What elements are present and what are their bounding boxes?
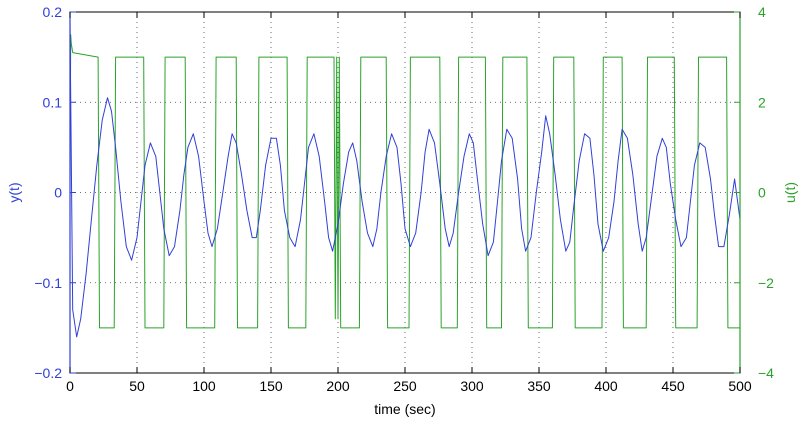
y-right-tick-label: −2 [758, 275, 774, 291]
left-axis: −0.2 −0.1 0 0.1 0.2 [34, 4, 76, 381]
x-tick-label: 100 [192, 378, 216, 394]
right-axis: −4 −2 0 2 4 [734, 4, 774, 381]
y-left-tick-label: −0.2 [34, 365, 62, 381]
grid-layer [70, 12, 740, 373]
y-right-tick-label: −4 [758, 365, 774, 381]
y-left-tick-label: −0.1 [34, 275, 62, 291]
y-series-layer [69, 20, 741, 338]
x-tick-label: 250 [393, 378, 417, 394]
y-axis-right-label: u(t) [782, 182, 798, 203]
y-left-tick-label: 0 [54, 185, 62, 201]
u-series-line [69, 34, 740, 329]
x-tick-label: 150 [259, 378, 283, 394]
x-tick-label: 200 [326, 378, 350, 394]
y-left-tick-label: 0.1 [43, 94, 63, 110]
x-tick-label: 450 [661, 378, 685, 394]
x-tick-label: 500 [728, 378, 752, 394]
y-right-tick-label: 2 [758, 94, 766, 110]
x-tick-label: 50 [129, 378, 145, 394]
x-tick-label: 300 [460, 378, 484, 394]
x-tick-label: 350 [527, 378, 551, 394]
u-series-layer [69, 34, 740, 329]
y-axis-left-label: y(t) [6, 182, 22, 202]
y-series-line [69, 20, 741, 338]
y-left-tick-label: 0.2 [43, 4, 63, 20]
y-right-tick-label: 4 [758, 4, 766, 20]
bottom-axis: 0 50 100 150 200 250 300 350 400 450 500 [66, 12, 752, 394]
x-tick-label: 0 [66, 378, 74, 394]
y-right-tick-label: 0 [758, 185, 766, 201]
x-axis-label: time (sec) [374, 401, 435, 417]
x-tick-label: 400 [594, 378, 618, 394]
